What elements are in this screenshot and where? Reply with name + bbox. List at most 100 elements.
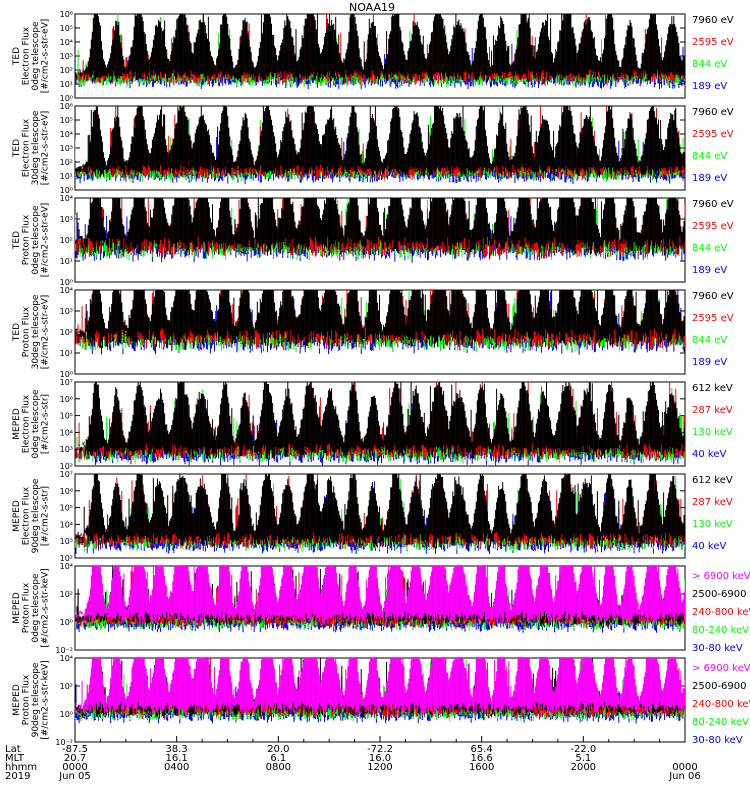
legend-item: 7960 eV — [692, 199, 734, 210]
legend-item: 2500-6900 — [692, 589, 747, 600]
legend-item: 240-800 keV — [692, 699, 750, 710]
plot-title: NOAA19 — [349, 1, 395, 14]
y-tick-label: 10⁰ — [60, 618, 73, 627]
footer-cell: 16.1 — [166, 753, 188, 764]
footer-cell: -87.5 — [62, 744, 88, 755]
data-area — [75, 474, 685, 554]
y-tick-label: 10⁴ — [60, 286, 73, 295]
y-label-line: Electron Flux — [22, 486, 32, 545]
y-tick-label: 10⁰ — [60, 186, 73, 195]
footer-cell: 0000 — [672, 762, 697, 773]
legend-item: 40 keV — [692, 541, 726, 552]
footer-cell: 0000 — [62, 762, 87, 773]
series-612-kev — [75, 474, 685, 549]
footer-cell: 20.0 — [267, 744, 289, 755]
legend-item: 30-80 keV — [692, 735, 743, 746]
y-tick-label: 10⁶ — [60, 10, 73, 19]
legend-item: 2595 eV — [692, 37, 734, 48]
footer-cell: 16.0 — [369, 753, 391, 764]
series-7960-ev — [75, 106, 685, 178]
y-tick-label: 10⁷ — [60, 470, 73, 479]
y-tick-label: 10⁻² — [55, 738, 73, 747]
data-area — [75, 106, 685, 185]
y-label-line: TED — [12, 139, 22, 158]
legend-item: 189 eV — [692, 357, 727, 368]
y-tick-label: 10⁴ — [60, 38, 73, 47]
data-area — [75, 198, 685, 263]
legend-item: 844 eV — [692, 59, 727, 70]
y-tick-label: 10⁴ — [60, 654, 73, 663]
y-tick-label: 10² — [60, 66, 73, 75]
y-tick-label: 10⁵ — [60, 116, 73, 125]
legend-item: 612 keV — [692, 475, 733, 486]
y-tick-label: 10¹ — [60, 80, 73, 89]
y-tick-label: 10⁵ — [60, 504, 73, 513]
series-7960-ev — [75, 14, 685, 83]
y-tick-label: 10¹ — [60, 257, 73, 266]
y-label-line: [#/cm2-s-str-keV] — [41, 660, 51, 739]
legend-item: 7960 eV — [692, 107, 734, 118]
y-tick-label: 10² — [60, 682, 73, 691]
series--6900-kev — [75, 566, 685, 625]
y-tick-label: 10⁰ — [60, 94, 73, 103]
y-tick-label: 10³ — [60, 445, 73, 454]
y-label-line: [#/cm2-s-str-eV] — [41, 19, 51, 94]
y-tick-label: 10⁵ — [60, 412, 73, 421]
series-7960-ev — [75, 290, 685, 349]
y-axis-label: MEPED Electron Flux 0deg telescope [#/cm2-s… — [12, 389, 51, 459]
legend-item: 612 keV — [692, 383, 733, 394]
y-axis-label: TED Proton Flux 0deg telescope [#/cm2-s-str… — [12, 203, 51, 278]
y-label-line: Electron Flux — [22, 26, 32, 85]
y-tick-label: 10⁴ — [60, 194, 73, 203]
y-tick-label: 10⁴ — [60, 428, 73, 437]
y-axis-label: MEPED Proton Flux 90deg telescope [#/cm2-s-… — [12, 660, 51, 739]
panel-6: 10² 10³ 10⁴ 10⁵ 10⁶ 10⁷ MEPED Electron Flux 90de… — [12, 470, 733, 563]
y-label-line: Proton Flux — [22, 674, 32, 725]
y-label-line: 30deg telescope — [31, 110, 41, 185]
y-tick-label: 10⁶ — [60, 395, 73, 404]
y-label-line: [#/cm2-s-str-eV] — [41, 295, 51, 370]
data-area — [75, 290, 685, 355]
y-label-line: MEPED — [12, 408, 22, 440]
footer-cell: -72.2 — [367, 744, 393, 755]
y-tick-label: 10⁵ — [60, 24, 73, 33]
footer-cell: 65.4 — [471, 744, 493, 755]
y-tick-label: 10⁶ — [60, 102, 73, 111]
y-label-line: MEPED — [12, 500, 22, 532]
legend-item: 844 eV — [692, 243, 727, 254]
legend-item: 287 keV — [692, 497, 733, 508]
data-area — [75, 566, 685, 633]
legend-item: 189 eV — [692, 265, 727, 276]
y-tick-label: 10⁻² — [55, 646, 73, 655]
y-label-line: Proton Flux — [22, 582, 32, 633]
legend-item: 240-800 keV — [692, 607, 750, 618]
y-label-line: 30deg telescope — [31, 294, 41, 369]
legend-item: 2595 eV — [692, 313, 734, 324]
y-tick-label: 10² — [60, 590, 73, 599]
y-label-line: 90deg telescope — [31, 662, 41, 737]
footer-cell: 5.1 — [575, 753, 591, 764]
data-area — [75, 14, 685, 90]
legend-item: 30-80 keV — [692, 643, 743, 654]
y-tick-label: 10⁴ — [60, 562, 73, 571]
legend-item: 2500-6900 — [692, 681, 747, 692]
legend-item: 2595 eV — [692, 221, 734, 232]
footer-cell: -22.0 — [570, 744, 596, 755]
footer-cell: 0400 — [164, 762, 189, 773]
y-tick-label: 10¹ — [60, 349, 73, 358]
y-tick-label: 10³ — [60, 537, 73, 546]
footer-cell: 1600 — [469, 762, 494, 773]
y-label-line: 90deg telescope — [31, 478, 41, 553]
y-label-line: 0deg telescope — [31, 205, 41, 275]
legend-item: 7960 eV — [692, 291, 734, 302]
y-tick-label: 10⁰ — [60, 710, 73, 719]
y-label-line: Proton Flux — [22, 214, 32, 265]
legend-item: 287 keV — [692, 405, 733, 416]
panels: 10⁰ 10¹ 10² 10³ 10⁴ 10⁵ 10⁶ TED Electron Flux 0de… — [12, 10, 750, 747]
y-tick-label: 10³ — [60, 52, 73, 61]
legend-item: > 6900 keV — [692, 663, 750, 674]
y-label-line: TED — [12, 231, 22, 250]
y-tick-label: 10² — [60, 328, 73, 337]
legend-item: 130 keV — [692, 519, 733, 530]
y-label-line: [#/cm2-s-str-eV] — [41, 111, 51, 186]
